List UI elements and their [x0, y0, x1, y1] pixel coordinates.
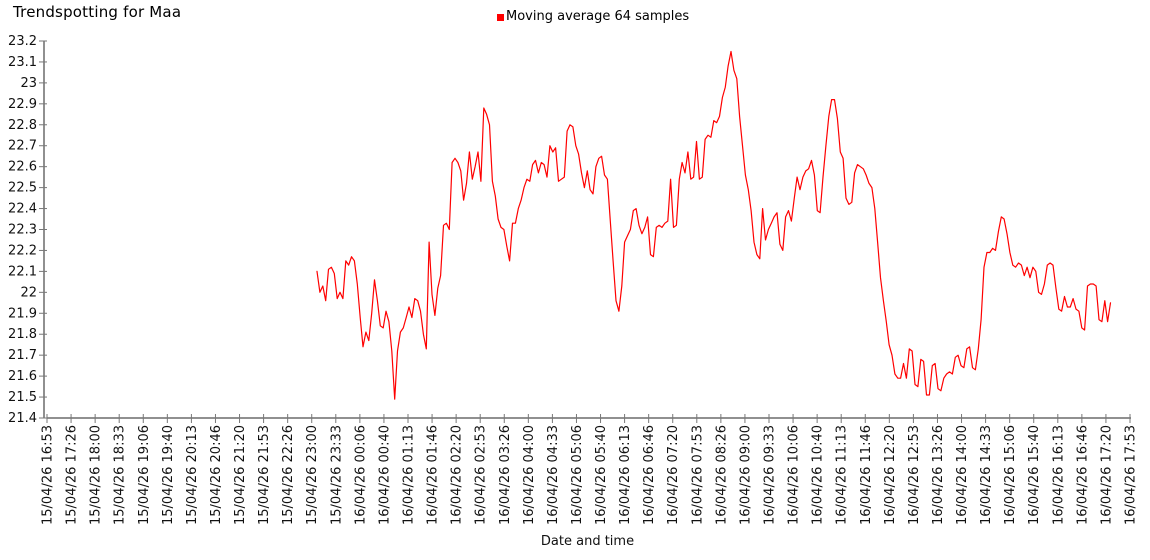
- x-tick-label: 16/04/26 17:53: [1124, 425, 1139, 525]
- x-tick-label: 16/04/26 11:46: [859, 425, 874, 525]
- x-tick-label: 16/04/26 05:40: [594, 425, 609, 525]
- y-tick-label: 22.9: [8, 97, 37, 112]
- y-tick-label: 21.7: [8, 348, 37, 363]
- series-line: [316, 50, 1112, 400]
- x-tick-label: 16/04/26 13:26: [931, 425, 946, 525]
- x-tick-label: 15/04/26 22:26: [281, 425, 296, 525]
- x-tick-label: 16/04/26 14:00: [955, 425, 970, 525]
- y-tick-label: 22.6: [8, 160, 37, 175]
- x-tick-label: 16/04/26 01:13: [402, 425, 417, 525]
- y-tick-label: 22.2: [8, 243, 37, 258]
- x-tick-label: 16/04/26 15:40: [1027, 425, 1042, 525]
- x-tick-label: 15/04/26 18:33: [113, 425, 128, 525]
- x-tick-label: 16/04/26 07:20: [666, 425, 681, 525]
- x-tick-label: 16/04/26 15:06: [1003, 425, 1018, 525]
- y-tick-label: 23: [20, 76, 37, 91]
- x-tick-label: 16/04/26 00:40: [377, 425, 392, 525]
- y-tick-label: 22.1: [8, 264, 37, 279]
- x-tick-label: 16/04/26 09:00: [738, 425, 753, 525]
- x-tick-label: 16/04/26 12:20: [883, 425, 898, 525]
- x-tick-label: 16/04/26 02:53: [474, 425, 489, 525]
- x-tick-label: 15/04/26 18:00: [89, 425, 104, 525]
- y-tick-label: 22.3: [8, 223, 37, 238]
- x-tick-label: 16/04/26 10:06: [787, 425, 802, 525]
- x-tick-label: 15/04/26 20:13: [185, 425, 200, 525]
- y-tick-label: 21.4: [8, 411, 37, 426]
- y-tick-label: 21.9: [8, 306, 37, 321]
- x-tick-label: 15/04/26 16:53: [41, 425, 56, 525]
- y-tick-label: 22.5: [8, 181, 37, 196]
- x-tick-label: 16/04/26 16:13: [1051, 425, 1066, 525]
- x-tick-label: 16/04/26 04:00: [522, 425, 537, 525]
- x-tick-label: 16/04/26 06:13: [618, 425, 633, 525]
- y-tick-label: 23.1: [8, 55, 37, 70]
- x-tick-label: 16/04/26 03:26: [498, 425, 513, 525]
- legend-label: Moving average 64 samples: [506, 9, 690, 24]
- x-tick-label: 16/04/26 06:46: [642, 425, 657, 525]
- y-tick-label: 23.2: [8, 34, 37, 49]
- y-tick-label: 22: [20, 285, 37, 300]
- x-tick-label: 15/04/26 21:20: [233, 425, 248, 525]
- y-tick-label: 22.8: [8, 118, 37, 133]
- x-tick-label: 16/04/26 01:46: [426, 425, 441, 525]
- x-tick-label: 16/04/26 14:33: [979, 425, 994, 525]
- y-tick-label: 22.7: [8, 139, 37, 154]
- x-tick-label: 16/04/26 04:33: [546, 425, 561, 525]
- x-tick-label: 15/04/26 21:53: [257, 425, 272, 525]
- x-tick-label: 15/04/26 20:46: [209, 425, 224, 525]
- x-tick-label: 16/04/26 09:33: [763, 425, 778, 525]
- x-axis-title: Date and time: [541, 534, 634, 549]
- x-tick-label: 15/04/26 23:33: [329, 425, 344, 525]
- legend-swatch-icon: [497, 13, 504, 21]
- y-tick-label: 21.6: [8, 369, 37, 384]
- x-tick-label: 16/04/26 11:13: [835, 425, 850, 525]
- legend: Moving average 64 samples: [497, 9, 689, 24]
- x-tick-label: 16/04/26 17:20: [1099, 425, 1114, 525]
- x-tick-label: 15/04/26 23:00: [305, 425, 320, 525]
- x-tick-label: 15/04/26 19:06: [137, 425, 152, 525]
- x-tick-label: 16/04/26 08:26: [714, 425, 729, 525]
- x-tick-label: 16/04/26 16:46: [1075, 425, 1090, 525]
- x-tick-label: 16/04/26 00:06: [353, 425, 368, 525]
- x-tick-label: 15/04/26 19:40: [161, 425, 176, 525]
- x-tick-label: 16/04/26 12:53: [907, 425, 922, 525]
- y-tick-label: 21.8: [8, 327, 37, 342]
- chart-title: Trendspotting for Maa: [13, 3, 182, 21]
- x-tick-label: 15/04/26 17:26: [65, 425, 80, 525]
- x-tick-label: 16/04/26 05:06: [570, 425, 585, 525]
- y-axis-clipped-label: E: [0, 225, 1, 232]
- x-tick-label: 16/04/26 02:20: [450, 425, 465, 525]
- y-tick-label: 21.5: [8, 390, 37, 405]
- x-tick-label: 16/04/26 07:53: [690, 425, 705, 525]
- y-tick-label: 22.4: [8, 202, 37, 217]
- x-tick-label: 16/04/26 10:40: [811, 425, 826, 525]
